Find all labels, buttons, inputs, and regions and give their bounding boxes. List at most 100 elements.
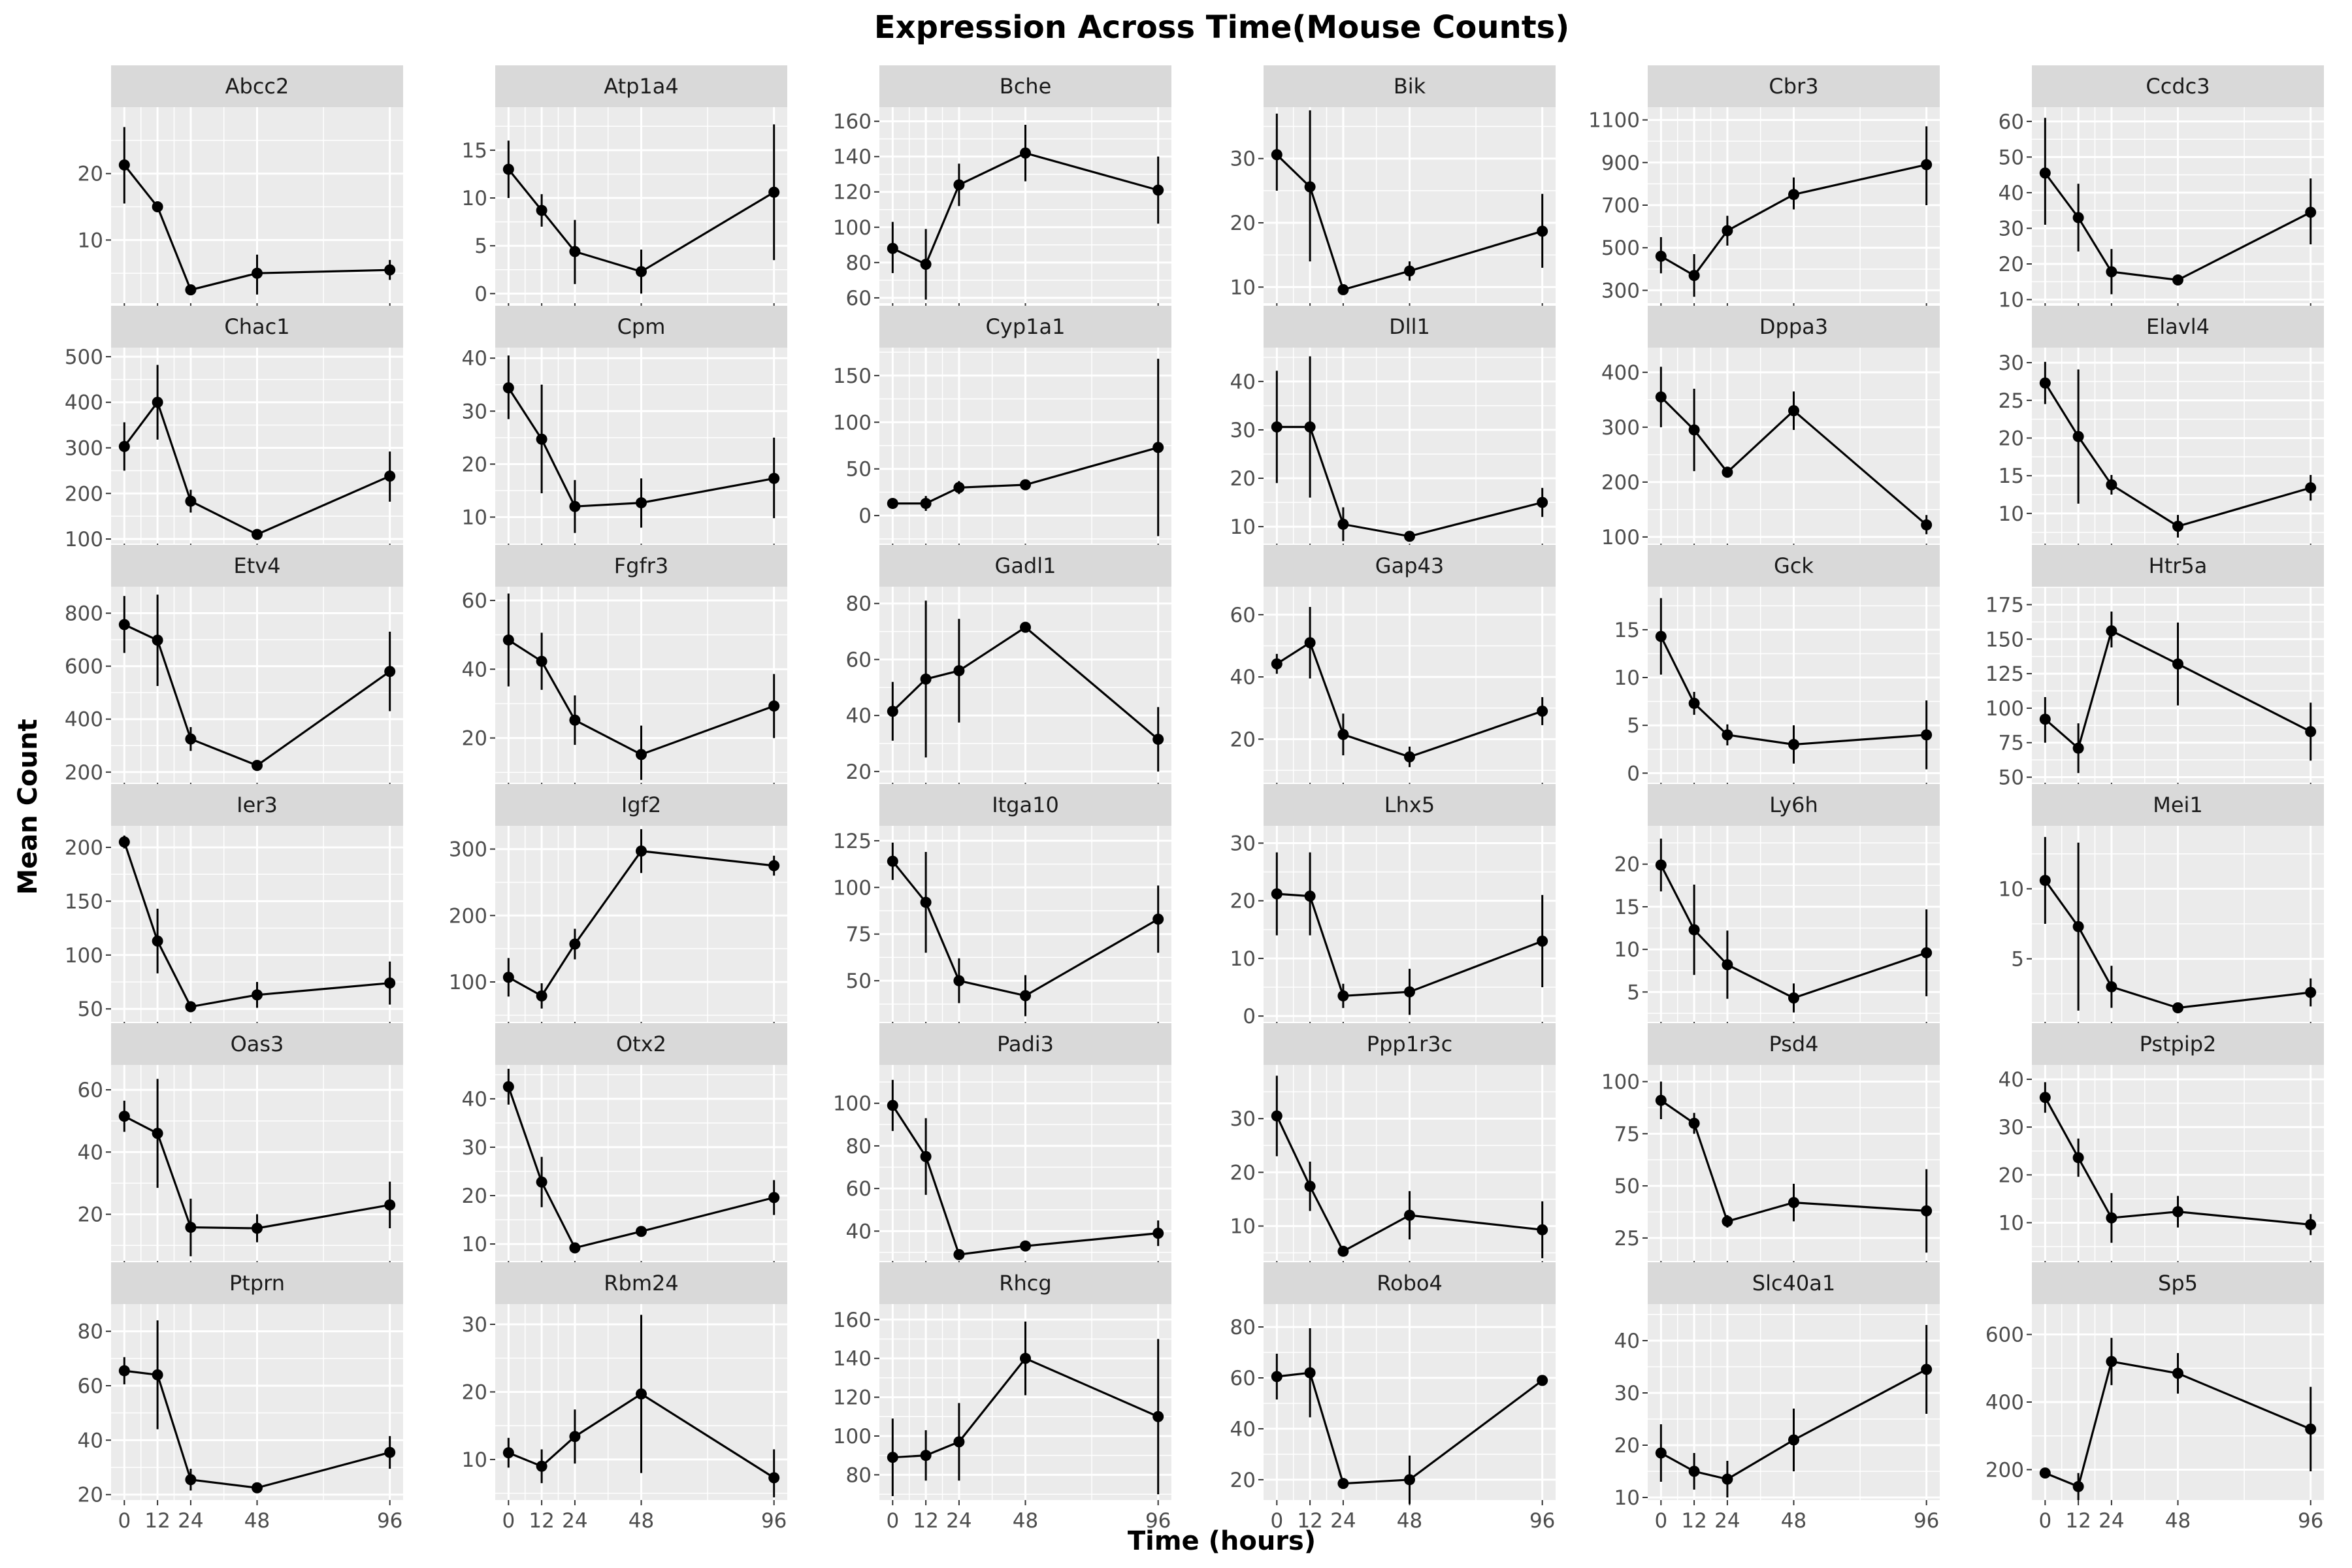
x-tick-label: 96 <box>761 1509 787 1533</box>
data-point <box>1722 466 1733 478</box>
y-tick-label: 80 <box>1230 1316 1256 1339</box>
data-point <box>1655 859 1667 871</box>
data-point <box>1404 751 1415 762</box>
facet-strip-label: Htr5a <box>2149 553 2208 578</box>
data-point <box>152 201 163 213</box>
facet-panel-ccdc3: Ccdc3 10 20 30 40 50 60 <box>1999 65 2324 312</box>
data-point <box>252 267 263 279</box>
x-tick-label: 0 <box>1270 1509 1283 1533</box>
data-point <box>1788 1197 1799 1209</box>
y-tick-label: 20 <box>1230 1469 1256 1492</box>
data-point <box>2039 1467 2051 1479</box>
data-point <box>502 382 514 394</box>
data-point <box>953 179 965 191</box>
facet-panel-atp1a4: Atp1a4 0 5 10 15 <box>462 65 787 308</box>
x-tick-label: 0 <box>886 1509 899 1533</box>
facet-panel-psd4: Psd4 25 50 75 100 <box>1601 1023 1940 1266</box>
facet-strip <box>495 784 787 826</box>
facet-panel-bik: Bik 10 20 30 <box>1230 65 1556 308</box>
data-point <box>2172 274 2183 286</box>
data-point <box>953 482 965 493</box>
y-tick-label: 500 <box>1601 237 1640 260</box>
y-tick-label: 15 <box>1614 896 1640 919</box>
facet-strip <box>1264 65 1556 107</box>
data-point <box>1304 1367 1316 1379</box>
facet-strip-label: Otx2 <box>616 1032 666 1056</box>
y-tick-label: 40 <box>1230 1418 1256 1441</box>
data-point <box>1304 637 1316 649</box>
facet-panel-lhx5: Lhx5 0 10 20 30 <box>1230 784 1556 1028</box>
data-point <box>920 498 932 510</box>
data-point <box>2039 1092 2051 1103</box>
data-point <box>1722 1473 1733 1485</box>
data-point <box>536 655 547 667</box>
data-point <box>118 619 130 630</box>
y-tick-label: 60 <box>78 1375 103 1398</box>
y-tick-label: 125 <box>1985 662 2024 686</box>
y-tick-label: 200 <box>449 904 487 928</box>
y-tick-label: 60 <box>846 1177 872 1201</box>
y-tick-label: 200 <box>1601 471 1640 495</box>
y-tick-label: 0 <box>1627 762 1640 785</box>
data-point <box>920 1450 932 1462</box>
y-tick-label: 30 <box>1230 148 1256 171</box>
data-point <box>252 760 263 772</box>
facet-strip <box>1264 1023 1556 1065</box>
y-tick-label: 25 <box>1614 1227 1640 1250</box>
facet-panel-gap43: Gap43 20 40 60 <box>1230 545 1556 788</box>
y-tick-label: 80 <box>846 593 872 616</box>
facet-panel-slc40a1: Slc40a1 10 20 30 40 0 12 24 48 96 <box>1614 1262 1940 1533</box>
data-point <box>1655 630 1667 642</box>
data-point <box>768 1472 780 1484</box>
x-tick-label: 0 <box>1654 1509 1667 1533</box>
x-tick-label: 24 <box>1714 1509 1740 1533</box>
data-point <box>1921 947 1933 958</box>
data-point <box>636 497 647 509</box>
x-tick-label: 24 <box>1330 1509 1356 1533</box>
y-tick-label: 20 <box>1230 467 1256 491</box>
data-point <box>1788 738 1799 750</box>
x-axis-title: Time (hours) <box>1128 1526 1316 1556</box>
x-tick-label: 96 <box>1145 1509 1171 1533</box>
facet-strip-label: Cpm <box>617 314 666 339</box>
y-tick-label: 100 <box>1985 697 2024 721</box>
y-tick-label: 40 <box>846 1220 872 1243</box>
data-point <box>1337 728 1349 740</box>
data-point <box>536 433 547 445</box>
y-tick-label: 10 <box>462 506 487 529</box>
y-tick-label: 80 <box>78 1320 103 1344</box>
y-tick-label: 20 <box>1230 728 1256 751</box>
facet-strip <box>1264 1262 1556 1304</box>
data-point <box>887 855 898 867</box>
data-point <box>2039 167 2051 179</box>
data-point <box>1020 990 1031 1002</box>
data-point <box>2072 431 2084 442</box>
data-point <box>384 666 396 678</box>
data-point <box>384 470 396 482</box>
data-point <box>118 159 130 171</box>
y-tick-label: 60 <box>846 648 872 672</box>
facet-strip-label: Ptprn <box>229 1271 285 1296</box>
facet-strip-label: Bche <box>1000 74 1052 99</box>
data-point <box>2072 742 2084 754</box>
x-tick-label: 0 <box>2038 1509 2051 1533</box>
y-tick-label: 100 <box>833 216 872 240</box>
data-point <box>636 1226 647 1237</box>
facet-strip-label: Ly6h <box>1769 792 1818 817</box>
data-point <box>502 972 514 983</box>
facet-strip <box>111 545 403 587</box>
data-point <box>152 1369 163 1380</box>
chart-title: Expression Across Time(Mouse Counts) <box>874 9 1569 46</box>
y-tick-label: 150 <box>65 890 103 913</box>
y-tick-label: 10 <box>78 229 103 252</box>
data-point <box>569 500 581 512</box>
y-tick-label: 30 <box>462 1313 487 1337</box>
y-tick-label: 40 <box>1999 182 2024 205</box>
data-point <box>1271 149 1282 161</box>
y-tick-label: 300 <box>65 436 103 460</box>
y-tick-label: 40 <box>78 1429 103 1452</box>
y-tick-label: 700 <box>1601 194 1640 218</box>
facet-strip <box>1648 65 1940 107</box>
y-tick-label: 75 <box>846 923 872 947</box>
y-tick-label: 200 <box>65 761 103 785</box>
